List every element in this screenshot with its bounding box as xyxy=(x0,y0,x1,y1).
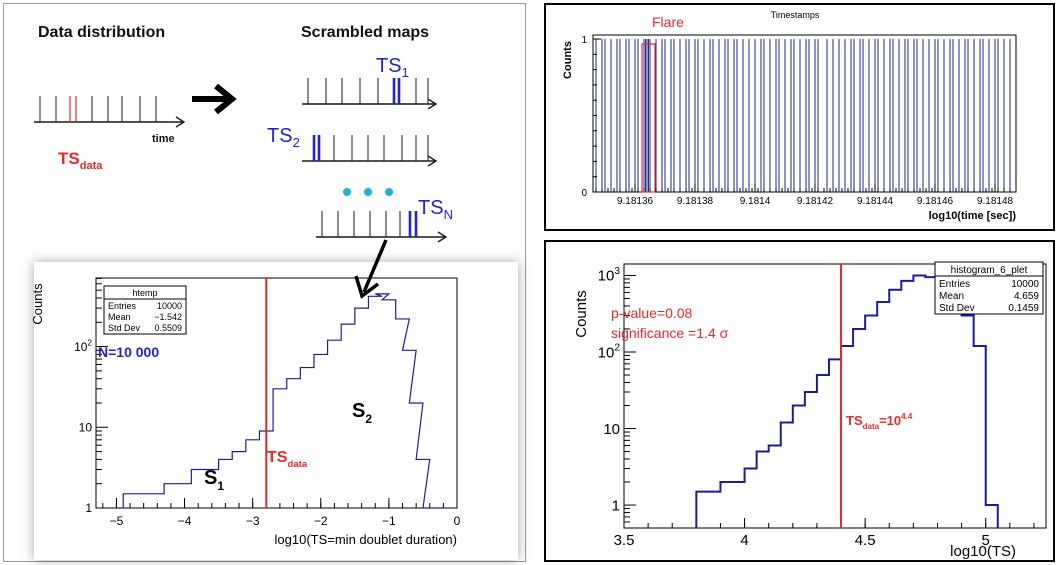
x-tick-label: 9.18138 xyxy=(677,196,714,207)
significance-label: significance =1.4 σ xyxy=(611,325,729,341)
plot-frame xyxy=(592,34,1017,193)
y-tick-label: 102 xyxy=(598,343,621,362)
stats-frame xyxy=(103,285,187,335)
x-axis-label: log10(TS=min doublet duration) xyxy=(275,532,457,547)
x-tick-label: 9.18146 xyxy=(917,196,954,207)
y-tick-label: 10 xyxy=(79,420,93,434)
histogram-series xyxy=(122,293,444,509)
stats-value: 10000 xyxy=(1011,279,1039,290)
ts-data-annotation: TSdata xyxy=(267,449,308,470)
x-tick-label: 5 xyxy=(982,532,990,549)
timestamps-plot: 9.18136 9.18138 9.1814 9.18142 9.18144 9.1814… xyxy=(581,34,1017,207)
stats-value: 4.659 xyxy=(1014,291,1039,302)
data-timeline xyxy=(34,96,186,128)
stats-frame xyxy=(934,261,1044,315)
y-tick-label: 1 xyxy=(85,501,92,515)
stats-value: 0.5509 xyxy=(154,323,182,333)
scrambling-schematic: Data distribution Scrambled maps time TS… xyxy=(30,24,518,560)
x-tick-label: 4 xyxy=(740,532,748,549)
x-tick-label: 9.18142 xyxy=(797,196,834,207)
p-value-label: p-value=0.08 xyxy=(611,305,693,321)
timestamps-y-label: Counts xyxy=(562,41,574,79)
s1-label: S1 xyxy=(204,467,224,493)
n-label: N=10 000 xyxy=(98,344,159,360)
stats-key: Entries xyxy=(108,301,137,311)
flare-label: Flare xyxy=(652,14,684,30)
six-plet-histogram: 3.5 4 4.5 5 1 10 102 103 histogram_6_plet Entries… xyxy=(573,261,1047,560)
timestamps-title: Timestamps xyxy=(771,10,820,20)
stats-key: Std Dev xyxy=(939,303,975,314)
stats-box: histogram_6_plet Entries 10000 Mean 4.659 Std… xyxy=(934,261,1044,315)
stats-key: Std Dev xyxy=(108,323,141,333)
y-tick-label: 10 xyxy=(603,421,620,438)
x-tick-label: 9.1814 xyxy=(740,196,771,207)
y-tick-label: 103 xyxy=(598,266,621,285)
timestamps-panel: Timestamps 9.18136 9.18138 9.1814 9.18142 9.… xyxy=(544,3,1055,231)
scrambled-timeline-2 xyxy=(302,135,438,167)
x-tick-label: 9.18136 xyxy=(617,196,654,207)
flare-box xyxy=(641,43,656,193)
timestamps-chart: Timestamps 9.18136 9.18138 9.1814 9.18142 9.… xyxy=(562,10,1017,222)
stats-key: Mean xyxy=(108,312,131,322)
stats-title: histogram_6_plet xyxy=(951,265,1028,276)
scrambling-schematic-panel: Data distribution Scrambled maps time TS… xyxy=(3,3,526,562)
six-plet-histogram-panel: 3.5 4 4.5 5 1 10 102 103 histogram_6_plet Entries… xyxy=(544,240,1055,562)
x-tick-label: 0 xyxy=(454,514,461,528)
timestamps-x-label: log10(time [sec]) xyxy=(929,210,1017,222)
stats-title: htemp xyxy=(132,288,157,298)
timeline-arrowhead xyxy=(427,98,438,110)
data-distribution-title: Data distribution xyxy=(38,24,165,41)
stats-box: htemp Entries 10000 Mean −1.542 Std Dev 0.5509 xyxy=(103,285,187,335)
time-axis-label: time xyxy=(152,133,175,145)
stats-key: Mean xyxy=(939,291,964,302)
six-plet-y-label: Counts xyxy=(573,290,590,338)
x-tick-label: −5 xyxy=(110,514,124,528)
ellipsis-dots xyxy=(343,188,393,196)
scrambled-timeline-n xyxy=(316,211,448,243)
stats-key: Entries xyxy=(939,279,970,290)
pointer-arrow xyxy=(354,239,388,299)
ts-distribution-histogram: −5 −4 −3 −2 −1 0 1 10 102 htemp Entries 10000 Mean −1… xyxy=(30,277,461,547)
x-tick-label: −2 xyxy=(314,514,328,528)
stats-value: 0.1459 xyxy=(1008,303,1039,314)
ts-data-value-label: TSdata=104.4 xyxy=(846,412,913,431)
scrambled-maps-title: Scrambled maps xyxy=(301,24,429,41)
six-plet-plot: 3.5 4 4.5 5 1 10 102 103 histogram_6_plet Entries… xyxy=(598,261,1047,549)
scrambled-timeline-1 xyxy=(302,78,438,110)
x-tick-label: 9.18148 xyxy=(977,196,1014,207)
y-tick-label: 0 xyxy=(581,188,587,199)
timeline-arrowhead xyxy=(175,116,186,128)
x-tick-label: 3.5 xyxy=(614,532,635,549)
six-plet-x-label: log10(TS) xyxy=(950,543,1016,560)
x-tick-label: −3 xyxy=(246,514,260,528)
s2-label: S2 xyxy=(352,400,372,426)
transform-arrow xyxy=(192,83,237,115)
stats-value: 10000 xyxy=(157,301,182,311)
tsn-label: TSN xyxy=(418,197,453,222)
x-tick-label: 9.18144 xyxy=(857,196,894,207)
x-tick-label: 4.5 xyxy=(855,532,876,549)
y-tick-label: 1 xyxy=(612,497,620,514)
y-tick-label: 102 xyxy=(74,338,92,353)
timeline-arrowhead xyxy=(427,155,438,167)
ts1-label: TS1 xyxy=(376,55,409,80)
ts-data-label: TSdata xyxy=(58,149,103,172)
stats-value: −1.542 xyxy=(154,312,182,322)
y-axis-label: Counts xyxy=(30,283,45,325)
x-tick-label: −1 xyxy=(382,514,396,528)
y-tick-label: 1 xyxy=(581,35,587,46)
ts2-label: TS2 xyxy=(267,125,300,150)
x-tick-label: −4 xyxy=(178,514,192,528)
timeline-arrowhead xyxy=(437,231,448,243)
